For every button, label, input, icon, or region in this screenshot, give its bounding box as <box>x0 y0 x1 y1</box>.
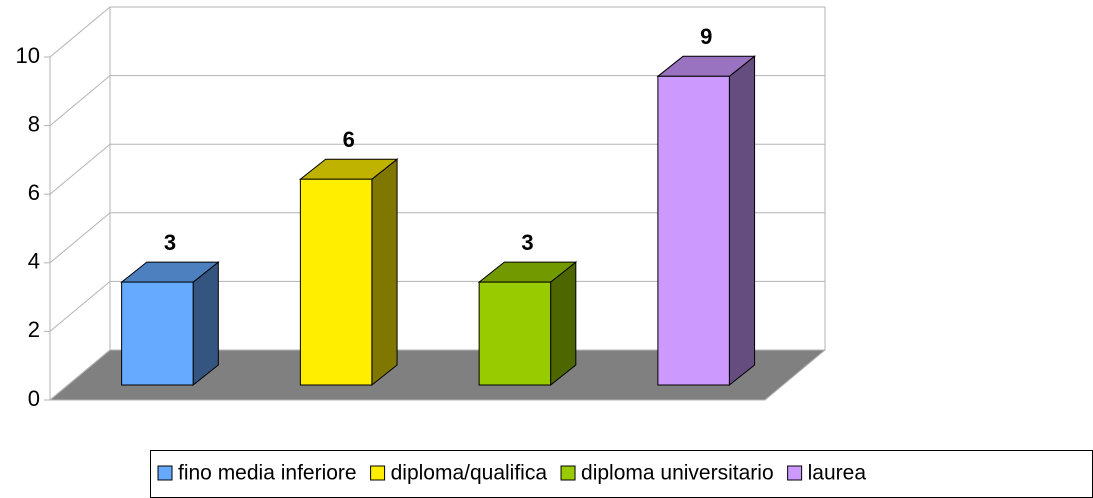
grid-line <box>49 143 111 195</box>
legend <box>150 450 1093 498</box>
bar <box>657 75 730 386</box>
y-tick-label: 4 <box>28 249 40 274</box>
data-label: 3 <box>164 230 176 255</box>
bar <box>299 178 373 386</box>
grid-line <box>49 212 111 264</box>
bar-side <box>728 55 756 387</box>
bar-side <box>371 158 398 387</box>
data-label: 9 <box>700 24 712 49</box>
y-tick-label: 0 <box>28 386 40 411</box>
y-tick-label: 6 <box>28 180 40 205</box>
legend-swatch <box>560 465 576 481</box>
bar-side <box>550 261 577 387</box>
data-label: 3 <box>521 230 533 255</box>
data-label: 6 <box>343 127 355 152</box>
y-tick-label: 10 <box>16 43 40 68</box>
y-tick-label: 8 <box>28 111 40 136</box>
legend-label: diploma/qualifica <box>391 462 548 485</box>
legend-swatch <box>157 465 173 481</box>
legend-label: diploma universitario <box>581 462 774 485</box>
grid-line <box>49 6 111 58</box>
grid-line <box>49 349 111 401</box>
bar <box>478 281 552 386</box>
legend-label: fino media inferiore <box>178 462 357 485</box>
legend-swatch <box>370 465 386 481</box>
grid-line <box>49 75 111 126</box>
y-tick-label: 2 <box>28 317 40 342</box>
legend-swatch <box>787 465 803 481</box>
legend-label: laurea <box>808 462 867 485</box>
bar-side <box>192 261 219 387</box>
bar <box>121 281 194 386</box>
grid-line <box>49 281 111 332</box>
